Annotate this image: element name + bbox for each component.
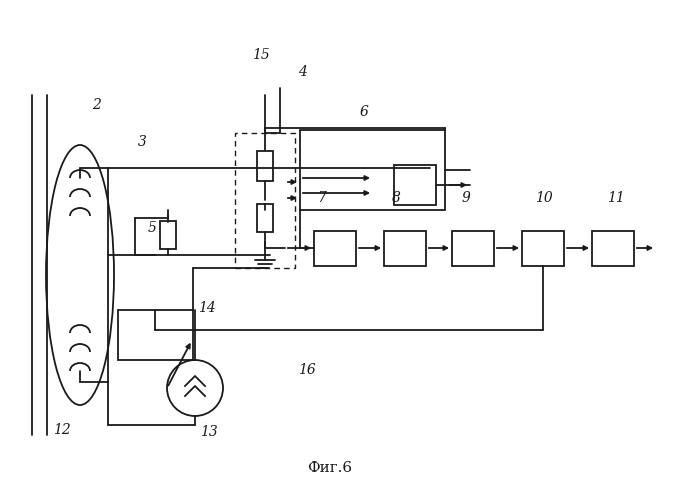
Bar [592,230,634,266]
Text: 6: 6 [360,105,369,119]
Bar [452,230,494,266]
Bar [314,230,356,266]
Text: 13: 13 [200,425,218,439]
Bar [384,230,426,266]
Bar [235,133,295,268]
Text: 4: 4 [298,65,307,79]
Text: 11: 11 [607,191,624,205]
Text: 14: 14 [198,301,216,315]
Bar [160,221,176,249]
Text: 3: 3 [138,135,147,149]
Bar [257,151,273,181]
Bar [257,204,273,232]
Text: 15: 15 [252,48,270,62]
Bar [394,165,436,205]
Bar [522,230,564,266]
Text: 12: 12 [53,423,71,437]
Text: 8: 8 [392,191,401,205]
Text: Фиг.6: Фиг.6 [307,461,353,475]
Text: 7: 7 [317,191,326,205]
Bar [118,310,192,360]
Text: 5: 5 [148,221,157,235]
Text: 16: 16 [298,363,316,377]
Text: 9: 9 [462,191,471,205]
Text: 10: 10 [535,191,553,205]
Text: 2: 2 [92,98,101,112]
Bar [300,130,444,210]
